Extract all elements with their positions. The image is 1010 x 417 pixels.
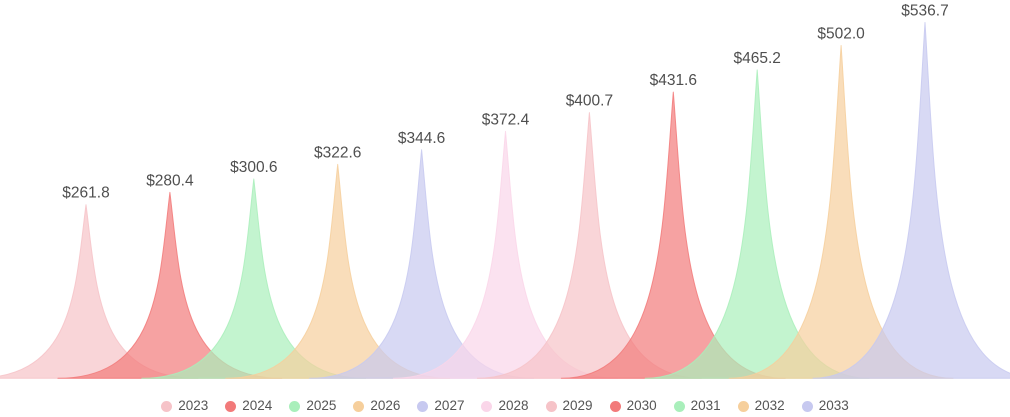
legend-dot-2029 [545,400,557,412]
legend-dot-2028 [481,400,493,412]
market-forecast-spike-chart: $261.8 $280.4 $300.6 $322.6 $344.6 $372.4 $400… [0,3,1010,379]
legend-dot-2030 [609,400,621,412]
legend-label-2029: 2029 [562,398,593,414]
legend-label-2024: 2024 [242,398,273,414]
value-label-2025: $300.6 [230,159,277,176]
value-label-2024: $280.4 [146,172,194,189]
legend-label-2031: 2031 [690,398,721,414]
value-label-2028: $372.4 [482,111,530,128]
value-label-2023: $261.8 [62,185,109,202]
value-label-2032: $502.0 [817,26,865,43]
legend-label-2025: 2025 [306,398,337,414]
legend-item-2033[interactable]: 2033 [801,398,849,414]
legend-item-2032[interactable]: 2032 [737,398,785,414]
chart-legend: 2023 2024 2025 2026 2027 2028 2029 2030 2031 2032… [0,396,1010,416]
legend-label-2032: 2032 [754,398,785,414]
legend-label-2030: 2030 [626,398,657,414]
legend-item-2024[interactable]: 2024 [225,399,272,413]
legend-dot-2026 [353,400,365,412]
legend-item-2028[interactable]: 2028 [481,398,529,414]
value-label-2033: $536.7 [901,3,948,20]
legend-item-2027[interactable]: 2027 [417,399,464,413]
value-label-2027: $344.6 [398,130,445,147]
value-label-2026: $322.6 [314,144,361,161]
legend-label-2028: 2028 [498,398,529,414]
legend-dot-2025 [289,400,301,412]
value-label-2029: $400.7 [566,93,613,110]
value-label-2030: $431.6 [650,72,697,89]
value-label-2031: $465.2 [733,50,780,67]
legend-dot-2032 [737,400,749,412]
legend-item-2030[interactable]: 2030 [609,398,657,414]
legend-label-2023: 2023 [178,398,209,414]
legend-dot-2024 [225,400,237,412]
legend-item-2029[interactable]: 2029 [545,398,593,414]
legend-dot-2033 [801,400,813,412]
legend-item-2031[interactable]: 2031 [673,398,721,414]
spike-2033[interactable] [812,22,1010,379]
legend-label-2026: 2026 [370,398,401,414]
legend-item-2026[interactable]: 2026 [353,399,400,413]
legend-label-2027: 2027 [434,398,465,414]
legend-label-2033: 2033 [818,398,849,414]
legend-dot-2031 [673,400,685,412]
legend-item-2023[interactable]: 2023 [161,399,208,413]
legend-dot-2023 [161,400,173,412]
legend-item-2025[interactable]: 2025 [289,399,336,413]
legend-dot-2027 [417,400,429,412]
